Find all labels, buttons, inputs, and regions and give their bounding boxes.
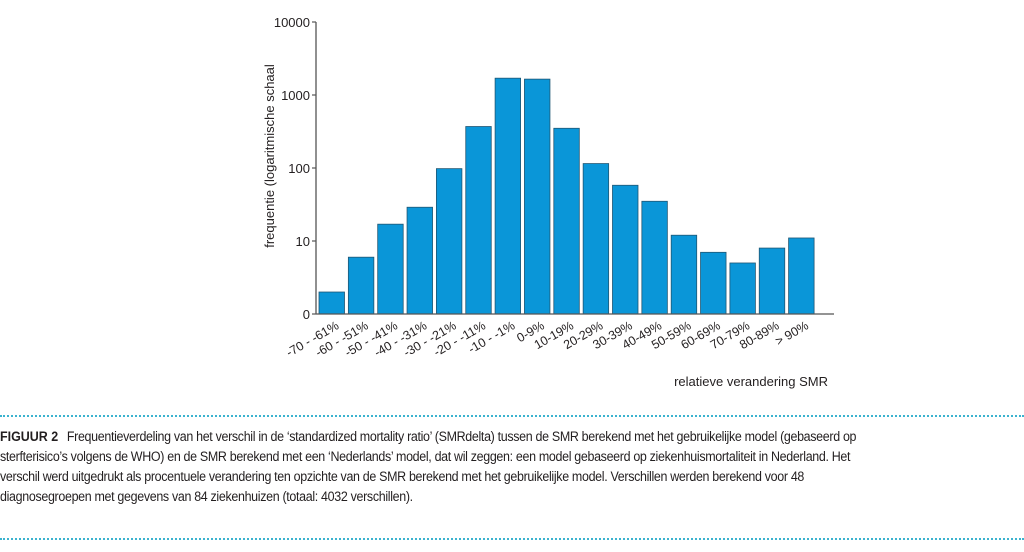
y-axis: 0 10 100 1000 10000 [274,15,317,322]
x-axis-title: relatieve verandering SMR [674,374,828,389]
bar [729,262,756,315]
bar [347,256,375,315]
y-tick-label: 0 [303,307,310,322]
bars-group [318,77,815,315]
bar [435,168,463,315]
bar [553,127,580,315]
x-tick-labels: -70 - -61%-60 - -51%-50 - -41%-40 - -31%… [284,318,811,359]
bar [758,247,786,315]
y-ticks: 0 10 100 1000 10000 [274,15,316,322]
y-tick-label: 10 [296,234,310,249]
caption-text-1: Frequentieverdeling van het verschil in … [66,429,857,444]
histogram-chart: 0 10 100 1000 10000 -70 - -61%-60 - -51%-50 … [262,15,834,389]
bar [406,206,433,315]
bar [377,223,404,315]
bar [465,126,492,315]
bar [582,163,610,315]
figure-caption: FIGUUR 2 Frequentieverdeling van het ver… [0,427,949,507]
bar [524,78,551,315]
caption-line-3: verschil werd uitgedrukt als procentuele… [0,469,805,484]
caption-line-2: sterfterisico’s volgens de WHO) en de SM… [0,449,851,464]
x-tick-label: > 90% [773,318,811,348]
bar [788,237,815,315]
bottom-divider [0,538,1024,540]
top-divider [0,415,1024,417]
caption-line-1: FIGUUR 2 Frequentieverdeling van het ver… [0,427,949,447]
caption-line-4: diagnosegroepen met gegevens van 84 ziek… [0,489,413,504]
figure-label: FIGUUR 2 [0,429,59,444]
bar [670,234,698,315]
y-tick-label: 10000 [274,15,310,30]
bar [494,77,522,315]
y-axis-title: frequentie (logaritmische schaal [262,64,277,248]
bar [612,184,639,315]
bar [700,251,727,315]
y-tick-label: 1000 [281,88,310,103]
y-tick-label: 100 [288,161,310,176]
bar [318,291,345,315]
bar [641,200,668,315]
